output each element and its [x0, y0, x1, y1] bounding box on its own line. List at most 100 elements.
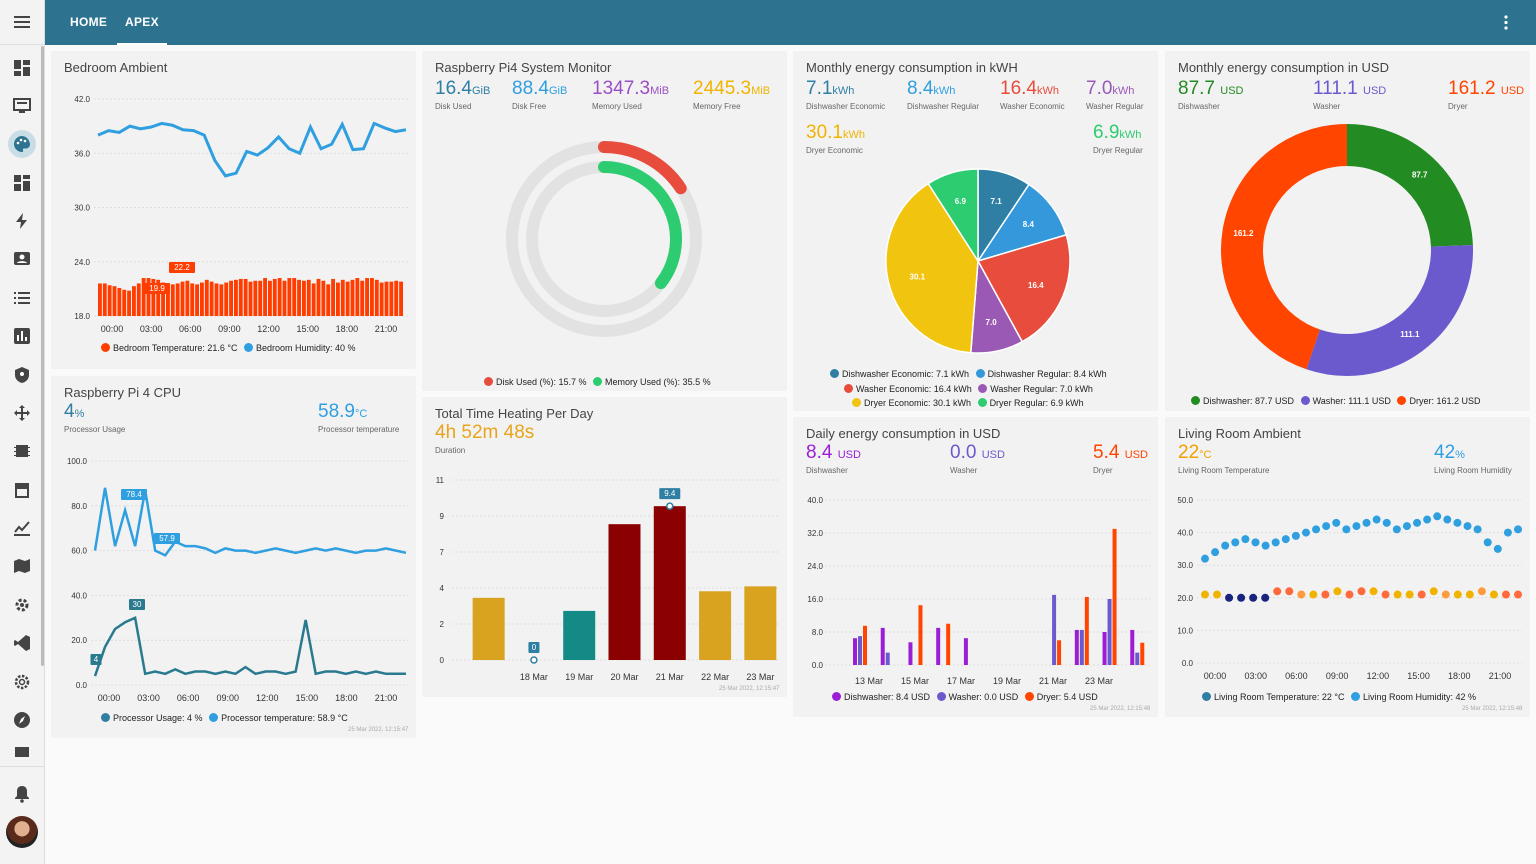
slice-label: 161.2	[1233, 229, 1254, 238]
sidebar-item-monitor[interactable]	[8, 92, 36, 120]
cpu-chart: 100.0 80.0 60.0 40.0 20.0 0.0 00:00 03:00 06:00 0…	[67, 457, 408, 703]
more-options-icon[interactable]	[1504, 15, 1508, 30]
sidebar-item-security[interactable]	[8, 361, 36, 389]
temperature-point	[1273, 587, 1282, 596]
legend-item[interactable]: Dryer: 5.4 USD	[1036, 692, 1098, 702]
temperature-bar	[360, 280, 365, 316]
stat-label: Disk Used	[435, 102, 472, 111]
sidebar-item-list[interactable]	[8, 284, 36, 312]
sidebar-item-vscode[interactable]	[8, 629, 36, 657]
tab-home[interactable]: HOME	[70, 15, 108, 29]
x-tick-label: 22 Mar	[701, 672, 729, 682]
temperature-bar	[277, 278, 282, 316]
legend-item[interactable]: Dishwasher Economic: 7.1 kWh	[842, 369, 970, 379]
legend-item[interactable]: Dishwasher: 87.7 USD	[1203, 396, 1295, 406]
heating-bar-chart: 11 9 7 4 2 0 18 Mar 19 Mar 20 Mar 21 Mar 22 Mar 23 …	[436, 476, 779, 682]
stat-value: 8.4	[907, 78, 934, 99]
sidebar-item-energy[interactable]	[8, 207, 36, 235]
sidebar-item-map[interactable]	[8, 552, 36, 580]
sidebar-item-dashboard[interactable]	[8, 54, 36, 82]
stat-unit: USD	[1500, 85, 1525, 97]
legend-item[interactable]: Dishwasher Regular: 8.4 kWh	[987, 369, 1107, 379]
legend-dot	[1397, 396, 1407, 405]
legend-item[interactable]: Dishwasher: 8.4 USD	[844, 692, 931, 702]
sidebar-item-settings[interactable]	[8, 668, 36, 696]
temperature-point	[1357, 587, 1366, 596]
y-tick-label: 11	[436, 476, 445, 485]
sidebar-item-sensor[interactable]	[8, 742, 36, 758]
sidebar-item-store[interactable]	[8, 476, 36, 504]
legend-item[interactable]: Living Room Temperature: 22 °C	[1214, 692, 1345, 702]
x-tick-label: 15 Mar	[901, 676, 929, 686]
sidebar-item-automation[interactable]	[8, 591, 36, 619]
sidebar-item-compass[interactable]	[8, 706, 36, 734]
legend-item[interactable]: Washer: 0.0 USD	[948, 692, 1019, 702]
legend-temperature[interactable]: Bedroom Temperature: 21.6 °C	[113, 343, 238, 353]
x-tick-label: 18:00	[336, 324, 359, 334]
temperature-bar	[384, 281, 389, 316]
avatar[interactable]	[6, 816, 38, 848]
stat-label: Processor temperature	[318, 425, 400, 434]
stat-unit: USD	[1124, 449, 1148, 461]
stat-label: Dishwasher	[1178, 102, 1220, 111]
menu-button[interactable]	[0, 0, 44, 45]
card-title: Daily energy consumption in USD	[806, 426, 1001, 441]
bell-icon	[15, 786, 29, 803]
chart-legend: Dishwasher: 87.7 USD Washer: 111.1 USD D…	[1187, 396, 1480, 406]
stat-daily-washer: 0.0 USD Washer	[950, 442, 1005, 475]
legend-item[interactable]: Dryer Economic: 30.1 kWh	[864, 398, 972, 408]
legend-item[interactable]: Dryer Regular: 6.9 kWh	[989, 398, 1084, 408]
temperature-bar	[263, 278, 267, 316]
tab-apex[interactable]: APEX	[117, 0, 167, 45]
temperature-bar	[141, 278, 146, 316]
sidebar-item-person[interactable]	[8, 245, 36, 273]
temperature-bar	[326, 284, 331, 316]
legend-item[interactable]: Washer: 111.1 USD	[1312, 396, 1391, 406]
y-tick-label: 18.0	[74, 312, 90, 321]
energy-usd-donut-chart: 87.7 111.1 161.2	[1221, 124, 1473, 376]
legend-humidity[interactable]: Bedroom Humidity: 40 %	[256, 343, 356, 353]
y-tick-label: 80.0	[71, 502, 87, 511]
legend-item[interactable]: Processor temperature: 58.9 °C	[221, 713, 348, 723]
humidity-point	[1473, 525, 1482, 534]
legend-memory[interactable]: Memory Used (%): 35.5 %	[605, 377, 711, 387]
x-tick-label: 21:00	[1489, 671, 1512, 681]
heating-bar	[744, 586, 777, 660]
stat-washer-regular: 7.0kWh Washer Regular	[1086, 78, 1144, 111]
sidebar-scrollbar[interactable]	[41, 46, 44, 666]
sidebar-item-trend[interactable]	[8, 514, 36, 542]
sidebar-item-grid[interactable]	[8, 169, 36, 197]
sidebar-item-move[interactable]	[8, 399, 36, 427]
daily-bar	[963, 638, 968, 665]
humidity-point	[1301, 528, 1310, 537]
sidebar-item-apex[interactable]	[8, 130, 36, 158]
sidebar-item-chart[interactable]	[8, 322, 36, 350]
sidebar-item-memory[interactable]	[8, 437, 36, 465]
legend-item[interactable]: Washer Economic: 16.4 kWh	[856, 383, 972, 394]
temperature-bar	[229, 280, 233, 316]
legend-item[interactable]: Processor Usage: 4 %	[113, 713, 203, 723]
stat-disk-used: 16.4GiB Disk Used	[435, 78, 490, 111]
x-tick-label: 09:00	[218, 324, 241, 334]
y-tick-label: 8.0	[812, 628, 824, 637]
legend-item[interactable]: Dryer: 161.2 USD	[1409, 396, 1481, 406]
x-tick-label: 15:00	[1407, 671, 1430, 681]
legend-item[interactable]: Living Room Humidity: 42 %	[1363, 692, 1477, 702]
legend-item[interactable]: Washer Regular: 7.0 kWh	[990, 383, 1093, 394]
legend-disk[interactable]: Disk Used (%): 15.7 %	[496, 377, 587, 387]
annotation-label: 30	[133, 600, 142, 609]
chart-icon	[14, 328, 30, 344]
stat-label: Dryer Economic	[806, 146, 863, 155]
legend-dot	[101, 713, 110, 722]
notifications-button[interactable]	[8, 780, 36, 808]
humidity-point	[1463, 522, 1472, 531]
legend-dot-memory	[593, 377, 603, 386]
temperature-bar	[370, 278, 374, 316]
temperature-bar	[117, 287, 122, 316]
stat-memory-free: 2445.3MiB Memory Free	[693, 78, 770, 111]
chart-legend: Living Room Temperature: 22 °C Living Ro…	[1198, 692, 1476, 702]
donut-slice	[1346, 124, 1473, 248]
stat-unit: kWh	[1119, 129, 1142, 141]
humidity-point	[1332, 518, 1341, 527]
annotation-label: 22.2	[174, 263, 190, 272]
